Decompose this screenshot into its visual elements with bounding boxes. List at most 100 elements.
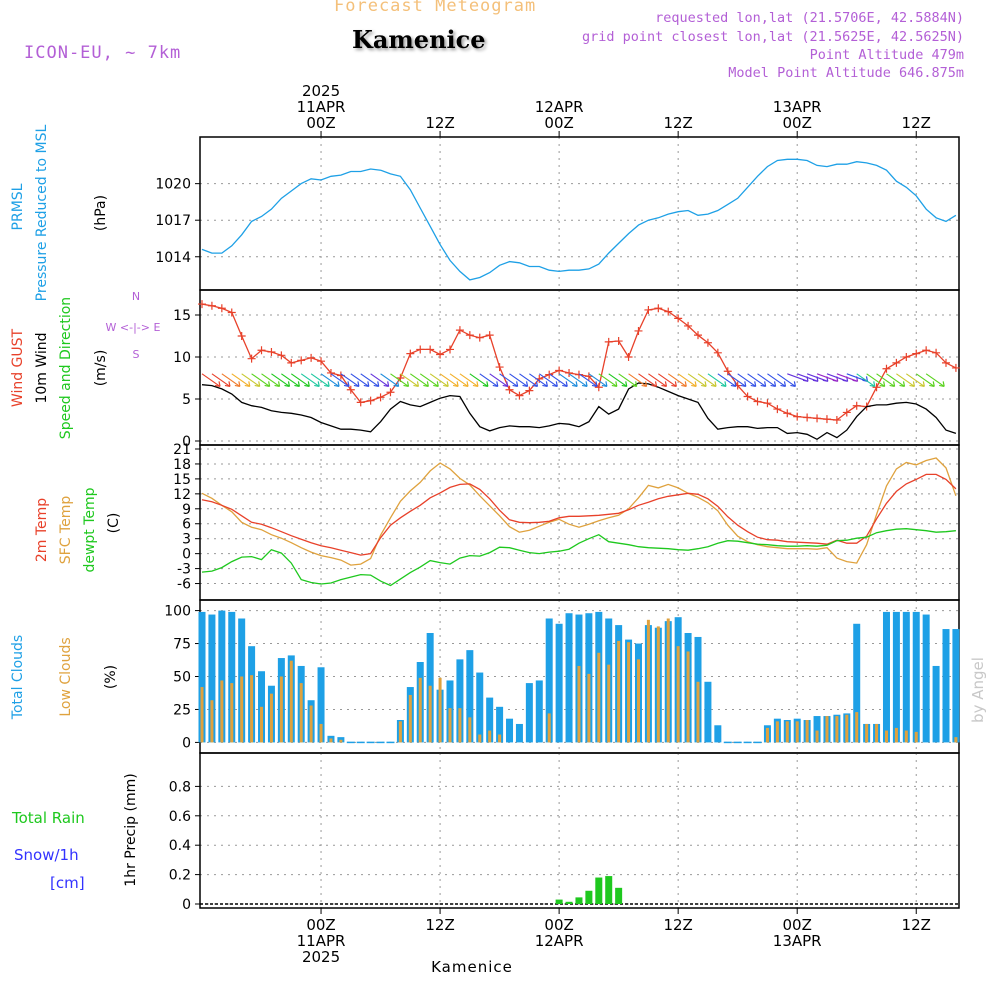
wind-arrow [221,373,241,387]
time-label-top: 12APR [535,98,584,116]
gust-marker [832,416,841,424]
gust-marker [574,370,583,379]
wind-gust-label: Wind GUST [10,328,26,407]
wind-arrowhead [324,381,330,388]
wind-arrow [271,373,290,387]
gust-marker [703,338,712,347]
total-cloud-bar [714,725,722,743]
wind-arrow [330,373,350,387]
wind-arrow [211,373,231,387]
wind-arrow [410,373,429,387]
wind-arrowhead [502,381,509,388]
total-cloud-bar [922,614,930,743]
wind-arrow [896,373,915,387]
gust-marker [426,345,435,354]
compass-we: W <-|-> E [106,321,161,334]
wind-arrowhead [314,381,320,388]
gust-marker [822,415,831,424]
wind-arrow [360,373,380,387]
gust-marker [634,326,643,335]
time-label-bottom: 13APR [773,932,822,950]
wind-arrow [618,373,637,387]
wind-arrow [628,373,647,387]
wind-arrow [310,373,330,387]
wind-arrowhead [869,381,876,388]
wind-arrowhead [244,381,251,388]
wind-arrowhead [433,381,439,388]
wind-arrowhead [383,381,390,388]
y-tick-label: 25 [173,702,191,718]
low-cloud-bar [587,673,591,743]
wind-arrowhead [572,381,578,388]
gust-marker [902,353,911,361]
wind-arrowhead [730,381,737,388]
temp-unit: (C) [106,513,122,534]
wind-arrow [608,373,628,387]
wind-arrow [558,373,578,387]
wind-arrowhead [294,381,300,388]
total-cloud-bar [456,659,464,743]
low-cloud-bar [250,675,254,743]
temp-grid [200,445,959,600]
wind-arrowhead [274,381,281,388]
gust-marker [227,308,236,317]
wind-arrowhead [889,381,896,388]
wind-10m-label: 10m Wind [34,332,50,403]
time-label-top: 11APR [297,98,346,116]
wind-arrow [469,373,489,387]
y-tick-label: 9 [182,502,191,518]
gust-marker [803,413,812,422]
y-tick-label: 12 [173,487,191,503]
low-cloud-bar [468,717,472,743]
rain-bars [555,876,623,904]
wind-arrowhead [760,381,767,388]
low-cloud-bar [319,723,323,743]
time-label-bottom: 00Z [783,916,812,934]
total-cloud-bar [555,623,563,743]
wind-arrowhead [581,381,588,388]
gust-marker [326,368,335,377]
wind-arrow [380,373,399,387]
time-label-bottom: 00Z [544,916,573,934]
low-cloud-bar [825,716,829,743]
gust-marker [545,370,554,379]
wind-arrow [677,373,697,387]
wind-arrow [915,373,935,387]
total-cloud-bar [912,611,920,743]
total-cloud-bar [317,667,325,743]
wind-arrow [320,373,340,387]
wind-arrow [390,373,409,387]
y-tick-label: 18 [173,457,191,473]
wind-frame [199,289,960,446]
gust-marker [346,385,355,394]
gust-marker [485,331,494,340]
gust-marker [783,409,792,418]
gust-marker [446,345,454,354]
gust-marker [376,393,385,402]
low-cloud-bar [289,660,293,743]
y-tick-label: 0.2 [169,868,191,884]
wind-arrow [717,373,737,387]
wind-arrow [588,373,608,387]
wind-arrowhead [601,381,608,388]
wind-arrowhead [363,381,370,388]
precip-unit: 1hr Precip (mm) [123,773,139,886]
wind-arrow [767,373,786,387]
low-cloud-bar [785,721,789,743]
wind-arrowhead [373,381,380,388]
wind-arrowhead [562,381,568,388]
wind-arrowhead [770,381,777,388]
low-cloud-bar [666,618,670,743]
rain-bar [585,890,593,904]
wind-speed-line [201,382,957,441]
wind-arrowhead [552,381,558,388]
total-cloud-bar [525,683,533,743]
temp-dewpt-label: dewpt Temp [82,487,98,572]
gust-marker [237,332,246,340]
wind-arrowhead [909,381,916,388]
wind-arrowhead [413,381,420,388]
total-cloud-bar [882,611,890,743]
y-tick-label: 75 [173,637,191,653]
low-cloud-bar [210,700,214,743]
